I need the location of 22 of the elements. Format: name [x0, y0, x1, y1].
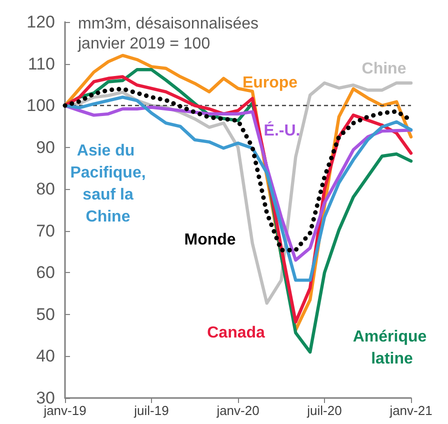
y-tick-label: 120	[26, 12, 55, 32]
text: Monde	[184, 232, 236, 248]
y-tick-label: 90	[36, 138, 55, 157]
series-label: Europe	[242, 74, 298, 92]
series-label: É.-U.	[264, 120, 300, 140]
y-tick-label: 110	[28, 54, 55, 74]
series-label: Asie du Pacifique, sauf la Chine	[70, 142, 146, 226]
y-tick-label: 100	[26, 96, 55, 116]
y-tick-label: 50	[36, 304, 55, 324]
series-label: Canada	[207, 324, 265, 342]
annotation: mm3m, désaisonnalisées	[78, 16, 259, 32]
text: Amérique latine	[352, 328, 432, 368]
x-tick-label: juil-20	[306, 403, 342, 418]
x-tick-label: janv-20	[216, 403, 260, 418]
y-tick-label: 80	[36, 180, 55, 199]
y-tick-label: 40	[36, 346, 55, 366]
series-label: Chine	[362, 60, 406, 78]
x-tick-label: janv-21	[388, 403, 432, 418]
x-tick-label: juil-19	[133, 403, 169, 418]
y-tick-label: 70	[36, 221, 55, 240]
y-tick-label: 60	[36, 263, 55, 282]
annotation: janvier 2019 = 100	[77, 36, 210, 52]
